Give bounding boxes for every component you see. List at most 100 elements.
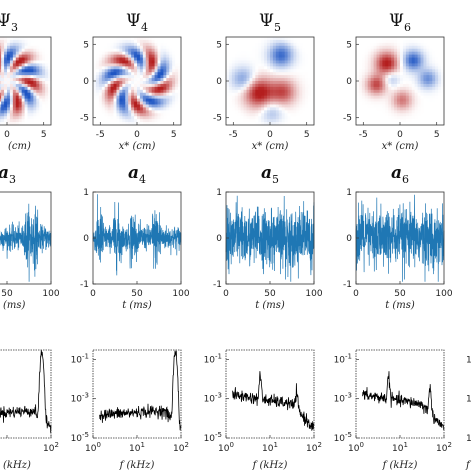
- heatmap-cell: [18, 95, 23, 99]
- heatmap-cell: [420, 119, 424, 123]
- heatmap-cell: [249, 89, 253, 94]
- heatmap-cell: [101, 78, 106, 82]
- heatmap-cell: [429, 54, 433, 58]
- heatmap-cell: [367, 119, 372, 123]
- heatmap-cell: [39, 57, 43, 61]
- heatmap-cell: [278, 42, 283, 47]
- heatmap-cell: [163, 81, 167, 85]
- heatmap-cell: [157, 98, 161, 102]
- heatmap-cell: [231, 101, 236, 105]
- heatmap-cell: [139, 83, 144, 88]
- heatmap-cell: [226, 37, 230, 41]
- heatmap-cell: [408, 86, 413, 91]
- heatmap-cell: [107, 110, 111, 114]
- x-tick-label: 0: [4, 130, 10, 140]
- heatmap-cell: [252, 66, 256, 70]
- heatmap-cell: [27, 63, 31, 67]
- heatmap-cell: [178, 42, 182, 47]
- heatmap-cell: [275, 104, 280, 108]
- heatmap-cell: [157, 95, 161, 99]
- heatmap-cell: [272, 60, 277, 64]
- mode-title-6: Ψ6: [389, 11, 411, 34]
- heatmap-cell: [98, 54, 103, 58]
- heatmap-cell: [252, 63, 256, 67]
- heatmap-cell: [157, 48, 161, 53]
- heatmap-cell: [432, 54, 436, 58]
- heatmap-cell: [408, 42, 413, 47]
- heatmap-cell: [361, 72, 366, 76]
- heatmap-cell: [376, 39, 380, 44]
- heatmap-cell: [33, 89, 37, 94]
- heatmap-cell: [122, 48, 126, 53]
- heatmap-cell: [420, 89, 424, 94]
- heatmap-cell: [163, 83, 167, 88]
- heatmap-cell: [299, 66, 303, 70]
- y-tick-label: 5: [216, 40, 222, 50]
- heatmap-cell: [249, 122, 253, 126]
- heatmap-cell: [36, 92, 40, 97]
- heatmap-cell: [151, 81, 155, 85]
- heatmap-cell: [356, 39, 360, 44]
- heatmap-cell: [154, 81, 158, 85]
- heatmap-cell: [426, 81, 430, 85]
- heatmap-cell: [139, 75, 144, 79]
- heatmap-cell: [400, 104, 404, 108]
- y-tick-label: 10-5: [71, 431, 89, 444]
- heatmap-cell: [414, 78, 418, 82]
- heatmap-cell: [278, 54, 283, 58]
- heatmap-cell: [27, 37, 31, 41]
- heatmap-cell: [270, 98, 274, 102]
- heatmap-cell: [394, 95, 398, 99]
- heatmap-cell: [302, 116, 306, 120]
- heatmap-cell: [110, 89, 114, 94]
- heatmap-cell: [287, 86, 291, 91]
- heatmap-cell: [18, 57, 23, 61]
- heatmap-cell: [438, 110, 442, 114]
- heatmap-cell: [104, 37, 109, 41]
- heatmap-cell: [261, 75, 265, 79]
- heatmap-cell: [119, 95, 123, 99]
- heatmap-cell: [48, 107, 52, 111]
- heatmap-cell: [275, 48, 280, 53]
- heatmap-cell: [376, 57, 380, 61]
- heatmap-cell: [175, 60, 179, 64]
- heatmap-cell: [128, 72, 132, 76]
- heatmap-cell: [27, 60, 31, 64]
- heatmap-cell: [33, 116, 37, 120]
- heatmap-cell: [293, 83, 297, 88]
- heatmap-cell: [169, 98, 173, 102]
- heatmap-cell: [376, 48, 380, 53]
- heatmap-cell: [93, 39, 97, 44]
- heatmap-cell: [98, 81, 103, 85]
- x-tick-label: 100: [85, 441, 101, 454]
- heatmap-cell: [4, 75, 8, 79]
- heatmap-cell: [131, 42, 135, 47]
- heatmap-cell: [107, 45, 111, 50]
- heatmap-cell: [426, 51, 430, 55]
- heatmap-cell: [311, 75, 315, 79]
- heatmap-cell: [18, 83, 23, 88]
- heatmap-cell: [394, 54, 398, 58]
- heatmap-cell: [131, 48, 135, 53]
- heatmap-cell: [39, 110, 43, 114]
- heatmap-cell: [93, 98, 97, 102]
- heatmap-cell: [391, 39, 395, 44]
- heatmap-cell: [139, 110, 144, 114]
- heatmap-cell: [296, 42, 300, 47]
- heatmap-cell: [226, 107, 230, 111]
- heatmap-cell: [258, 107, 262, 111]
- heatmap-cell: [128, 60, 132, 64]
- heatmap-cell: [408, 98, 413, 102]
- x-tick-label: 50: [131, 289, 143, 299]
- heatmap-cell: [272, 37, 277, 41]
- heatmap-cell: [394, 107, 398, 111]
- heatmap-cell: [243, 48, 247, 53]
- heatmap-cell: [252, 110, 256, 114]
- heatmap-cell: [113, 113, 117, 117]
- heatmap-cell: [275, 110, 280, 114]
- heatmap-cell: [361, 78, 366, 82]
- heatmap-cell: [441, 39, 445, 44]
- heatmap-cell: [249, 119, 253, 123]
- heatmap-cell: [432, 101, 436, 105]
- heatmap-cell: [275, 95, 280, 99]
